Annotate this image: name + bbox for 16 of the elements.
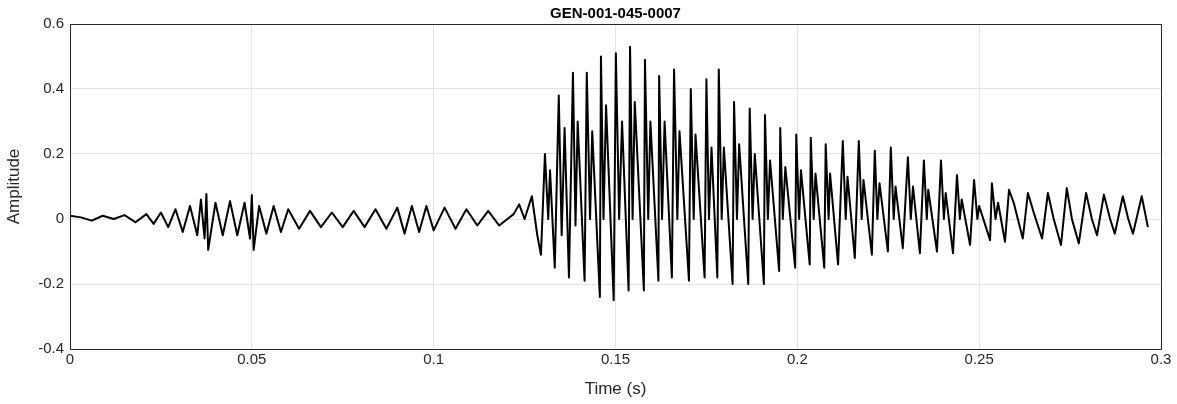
x-axis-title: Time (s) — [584, 379, 647, 399]
y-tick-label: 0.2 — [43, 144, 64, 162]
y-tick-label: 0.4 — [43, 79, 64, 97]
x-tick-label: 0.15 — [600, 350, 631, 368]
y-tick-label: 0 — [55, 209, 64, 227]
x-tick-label: 0 — [65, 350, 75, 368]
chart-title: GEN-001-045-0007 — [550, 3, 681, 21]
x-tick-label: 0.1 — [423, 350, 445, 368]
x-tick-label: 0.2 — [786, 350, 808, 368]
y-axis-title: Amplitude — [3, 148, 23, 225]
x-tick-label: 0.05 — [237, 350, 267, 368]
y-tick-label: -0.4 — [38, 339, 64, 357]
x-tick-label: 0.3 — [1150, 350, 1172, 368]
y-tick-label: 0.6 — [43, 14, 64, 32]
y-tick-label: -0.2 — [38, 274, 64, 292]
x-tick-label: 0.25 — [964, 350, 994, 368]
